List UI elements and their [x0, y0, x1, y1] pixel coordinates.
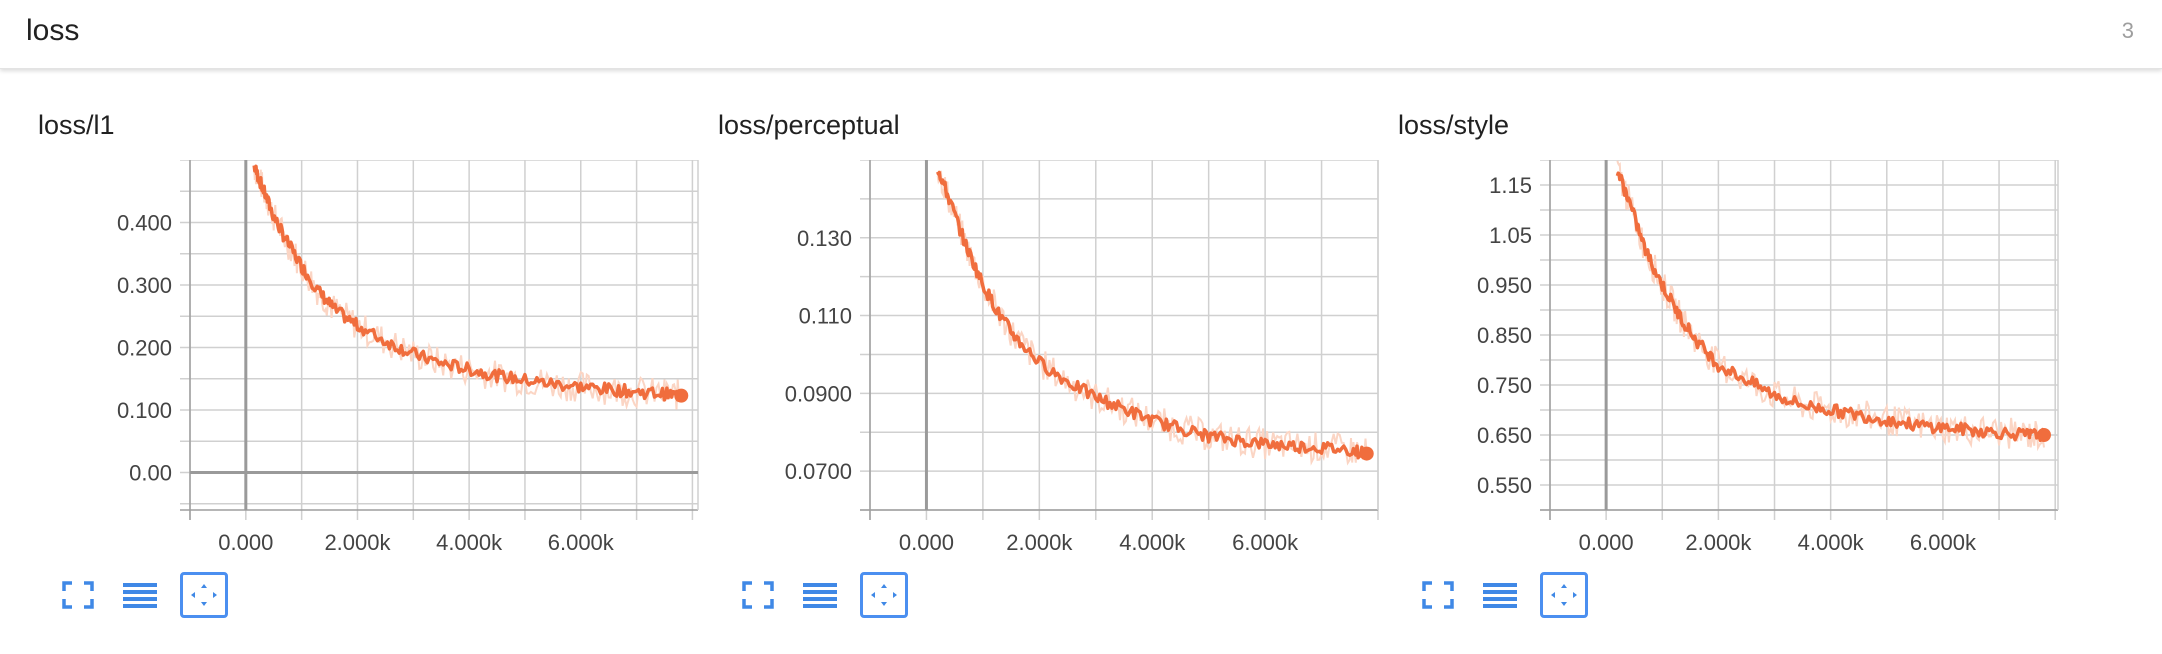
section-header[interactable]: loss 3	[0, 0, 2162, 69]
y-tick-label: 0.850	[1477, 323, 1532, 348]
y-tick-label: 0.00	[129, 461, 172, 486]
y-tick-label: 0.0700	[785, 459, 852, 484]
data-table-button[interactable]	[796, 572, 844, 618]
y-tick-label: 0.200	[117, 336, 172, 361]
fit-domain-icon	[1551, 584, 1577, 606]
x-tick-label: 2.000k	[1006, 530, 1073, 555]
gridlines	[180, 160, 698, 520]
chart-plot[interactable]: 0.550 0.650 0.750 0.850 0.950 1.05 1.15 0.000 2.…	[1386, 160, 2066, 560]
x-tick-label: 6.000k	[548, 530, 615, 555]
smoothed-series-line	[936, 170, 1368, 460]
y-tick-label: 0.110	[799, 304, 852, 329]
fit-domain-icon	[191, 584, 217, 606]
fullscreen-icon	[742, 581, 774, 609]
gridlines	[1540, 160, 2058, 520]
gridlines	[860, 160, 1379, 520]
x-tick-label: 6.000k	[1910, 530, 1977, 555]
chart-count: 3	[2121, 18, 2134, 43]
y-tick-label: 0.130	[797, 226, 852, 251]
data-table-button[interactable]	[116, 572, 164, 618]
chart-plot[interactable]: 0.0700 0.0900 0.110 0.130 0.000 2.000k 4.000k 6…	[706, 160, 1386, 560]
y-tick-label: 0.0900	[785, 381, 852, 406]
fullscreen-button[interactable]	[1414, 572, 1462, 618]
fit-domain-button[interactable]	[180, 572, 228, 618]
data-table-icon	[803, 583, 837, 608]
y-tick-label: 1.05	[1489, 223, 1532, 248]
x-tick-label: 6.000k	[1232, 530, 1299, 555]
y-tick-label: 1.15	[1489, 173, 1532, 198]
chart-card-l1: loss/l1 0.00 0.100 0.200 0.300 0.400 0.000 2.0…	[26, 96, 706, 636]
fullscreen-icon	[62, 581, 94, 609]
chart-plot[interactable]: 0.00 0.100 0.200 0.300 0.400 0.000 2.000k 4.000…	[26, 160, 706, 560]
y-tick-label: 0.550	[1477, 473, 1532, 498]
raw-series-line	[936, 170, 1368, 466]
fullscreen-button[interactable]	[54, 572, 102, 618]
raw-series-line	[1616, 160, 2045, 452]
fit-domain-icon	[871, 584, 897, 606]
series-end-marker	[674, 388, 689, 403]
data-table-button[interactable]	[1476, 572, 1524, 618]
fullscreen-button[interactable]	[734, 572, 782, 618]
y-tick-label: 0.100	[117, 398, 172, 423]
section-title: loss	[26, 14, 80, 47]
x-tick-label: 2.000k	[324, 530, 391, 555]
y-tick-label: 0.950	[1477, 273, 1532, 298]
y-tick-label: 0.400	[117, 211, 172, 236]
series-end-marker	[1359, 446, 1374, 461]
x-tick-label: 4.000k	[1119, 530, 1186, 555]
chart-card-style: loss/style 0.550 0.650 0.750 0.850 0.950 1.05…	[1386, 96, 2066, 636]
y-tick-label: 0.650	[1477, 423, 1532, 448]
y-tick-label: 0.300	[117, 273, 172, 298]
x-tick-label: 4.000k	[1798, 530, 1865, 555]
y-tick-label: 0.750	[1477, 373, 1532, 398]
chart-title: loss/perceptual	[718, 110, 900, 140]
x-tick-label: 0.000	[218, 530, 273, 555]
chart-title: loss/style	[1398, 110, 1510, 140]
x-tick-label: 4.000k	[436, 530, 503, 555]
fit-domain-button[interactable]	[860, 572, 908, 618]
x-tick-label: 0.000	[1579, 530, 1634, 555]
series-end-marker	[2036, 428, 2051, 442]
x-tick-label: 0.000	[899, 530, 954, 555]
data-table-icon	[123, 583, 157, 608]
fullscreen-icon	[1422, 581, 1454, 609]
chart-title: loss/l1	[38, 110, 115, 140]
smoothed-series-line	[252, 164, 683, 402]
smoothed-series-line	[1615, 171, 2046, 443]
data-table-icon	[1483, 583, 1517, 608]
chart-card-perceptual: loss/perceptual 0.0700 0.0900 0.110 0.130 0.…	[706, 96, 1386, 636]
x-tick-label: 2.000k	[1685, 530, 1752, 555]
fit-domain-button[interactable]	[1540, 572, 1588, 618]
